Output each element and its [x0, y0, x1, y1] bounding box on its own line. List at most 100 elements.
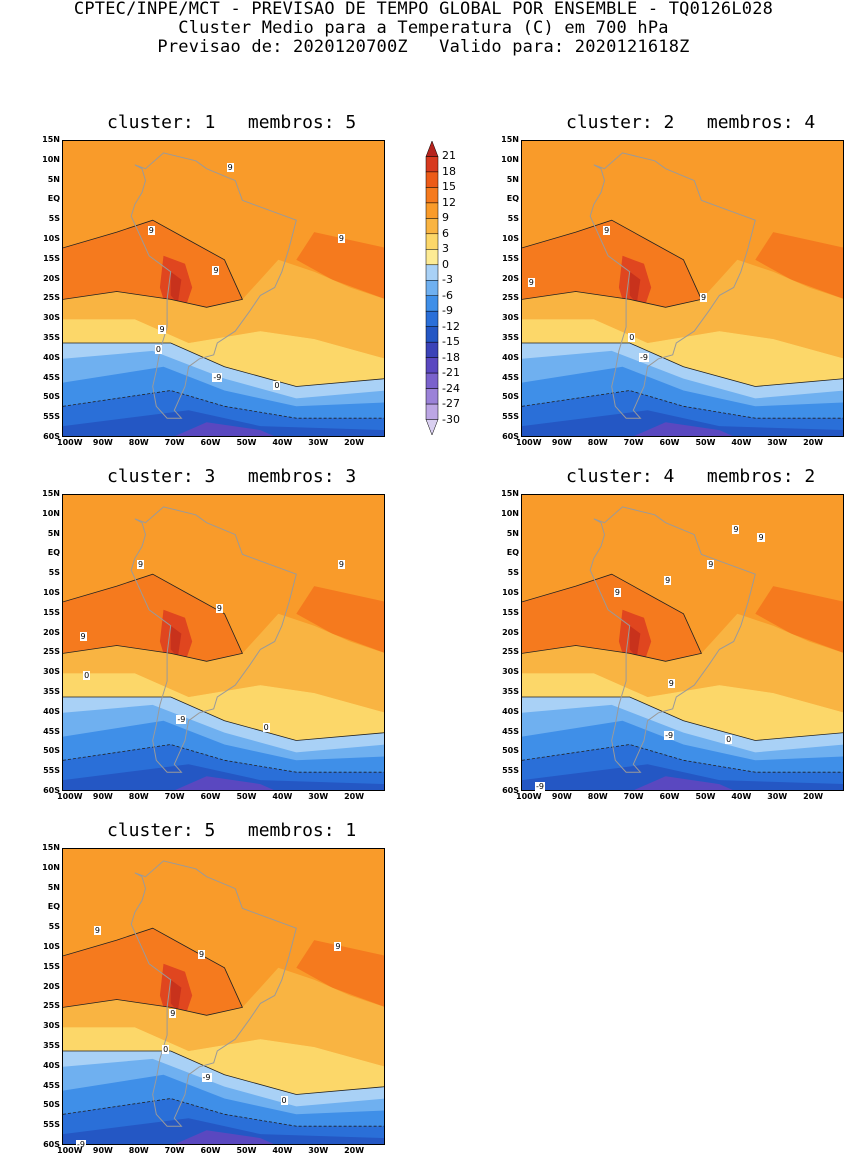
latitude-tick-label: 60S — [502, 786, 519, 795]
panel-title: cluster: 5 membros: 1 — [107, 820, 357, 841]
legend-level-label: -21 — [442, 366, 460, 380]
latitude-tick-label: 15N — [501, 489, 519, 498]
band-0-3 — [63, 673, 384, 741]
band-9-12 — [63, 220, 243, 308]
coastline — [130, 152, 297, 419]
band-minus15-minus18 — [175, 1130, 274, 1144]
latitude-tick-label: 15S — [43, 253, 60, 263]
contour-label: 9 — [337, 234, 346, 243]
latitude-tick-label: 45S — [502, 726, 519, 736]
longitude-tick-label: 90W — [92, 1146, 113, 1155]
legend-level-label: 12 — [442, 195, 456, 209]
latitude-tick-label: 5N — [506, 528, 519, 538]
contour-label: 9 — [212, 265, 220, 275]
band-15-18 — [170, 271, 182, 304]
latitude-tick-label: 60S — [43, 786, 60, 795]
latitude-tick-label: 30S — [502, 667, 519, 677]
longitude-tick-label: 30W — [767, 792, 788, 801]
legend-level-label: -18 — [442, 350, 460, 364]
band-9-12 — [63, 928, 243, 1016]
latitude-tick-label: 35S — [43, 687, 60, 696]
band-3-6 — [63, 613, 384, 713]
temperature-map — [521, 140, 844, 437]
contour-label: 9 — [197, 949, 206, 959]
contour-label: -9 — [176, 714, 187, 724]
band-9-12-east — [755, 232, 843, 299]
longitude-tick-label: 20W — [344, 438, 365, 447]
latitude-tick-label: 40S — [502, 706, 519, 716]
temperature-map — [62, 848, 385, 1145]
longitude-tick-label: 50W — [236, 1146, 257, 1155]
latitude-tick-label: 20S — [43, 981, 60, 991]
longitude-tick-label: 70W — [623, 792, 644, 801]
panel-title: cluster: 3 membros: 3 — [107, 466, 357, 487]
contour-label: 0 — [162, 1044, 170, 1054]
contour-label: 9 — [613, 588, 621, 597]
legend-swatch — [425, 280, 439, 297]
contour-label: -9 — [212, 372, 223, 382]
band-9-12-east — [296, 940, 384, 1007]
legend-level-label: -12 — [442, 319, 460, 333]
latitude-tick-label: 45S — [502, 372, 519, 382]
latitude-tick-label: 25S — [43, 647, 60, 657]
contour-0 — [522, 342, 843, 387]
longitude-tick-label: 100W — [57, 792, 83, 801]
longitude-tick-label: 20W — [803, 792, 824, 801]
header-line-2: Cluster Medio para a Temperatura (C) em … — [178, 18, 669, 38]
band-9-12 — [63, 574, 243, 662]
latitude-tick-label: 55S — [43, 1120, 60, 1130]
band-3-6 — [63, 967, 384, 1067]
latitude-tick-label: 40S — [502, 352, 519, 362]
longitude-tick-label: 30W — [308, 1146, 329, 1155]
latitude-tick-label: 50S — [502, 746, 519, 756]
contour-label: 9 — [757, 532, 765, 542]
panel-title: cluster: 1 membros: 5 — [107, 112, 357, 133]
latitude-tick-label: 15S — [502, 253, 519, 263]
latitude-tick-label: 55S — [502, 766, 519, 776]
legend-swatch — [425, 156, 439, 173]
latitude-tick-label: 5S — [48, 568, 60, 578]
contour-label: 9 — [334, 942, 342, 951]
legend-swatch — [425, 357, 439, 374]
legend-swatch — [425, 202, 439, 219]
longitude-tick-label: 60W — [200, 438, 221, 447]
map-canvas — [522, 141, 843, 436]
contour-label: -9 — [664, 730, 675, 740]
latitude-tick-label: 45S — [43, 372, 60, 382]
latitude-tick-label: 5N — [47, 528, 60, 538]
contour-label: 9 — [136, 560, 145, 570]
map-canvas — [63, 495, 384, 790]
longitude-tick-label: 90W — [92, 792, 113, 801]
latitude-tick-label: 20S — [43, 273, 60, 283]
latitude-tick-label: 50S — [43, 746, 60, 756]
contour-label: 9 — [700, 293, 708, 303]
legend-level-label: 21 — [442, 149, 456, 163]
latitude-tick-label: 20S — [43, 627, 60, 637]
legend-swatch — [425, 233, 439, 250]
latitude-tick-label: 35S — [502, 333, 519, 342]
longitude-tick-label: 50W — [236, 438, 257, 447]
latitude-tick-label: 30S — [43, 1021, 60, 1031]
contour-minus9 — [63, 744, 384, 773]
contour-label: 9 — [603, 226, 611, 236]
longitude-tick-label: 30W — [308, 792, 329, 801]
contour-minus9 — [522, 390, 843, 419]
latitude-tick-label: EQ — [506, 548, 519, 558]
legend-level-label: 18 — [442, 164, 456, 178]
latitude-tick-label: 5N — [47, 174, 60, 184]
band-minus12-minus15 — [63, 764, 384, 790]
latitude-tick-label: 50S — [43, 392, 60, 402]
longitude-tick-label: 80W — [128, 792, 149, 801]
longitude-tick-label: 100W — [57, 438, 83, 447]
latitude-tick-label: EQ — [506, 194, 519, 204]
latitude-tick-label: 40S — [43, 706, 60, 716]
longitude-tick-label: 50W — [236, 792, 257, 801]
band-minus12-minus15 — [63, 1118, 384, 1144]
coastline — [130, 506, 297, 773]
legend-swatch — [425, 310, 439, 327]
latitude-tick-label: 40S — [43, 352, 60, 362]
latitude-tick-label: 35S — [43, 1041, 60, 1050]
contour-label: 9 — [169, 1009, 177, 1019]
map-canvas — [522, 495, 843, 790]
color-legend: 21 18 15 12 9 6 3 0 -3 -6 -9 -12 -15 -18 -21 -24 -27 -30 — [424, 133, 484, 443]
